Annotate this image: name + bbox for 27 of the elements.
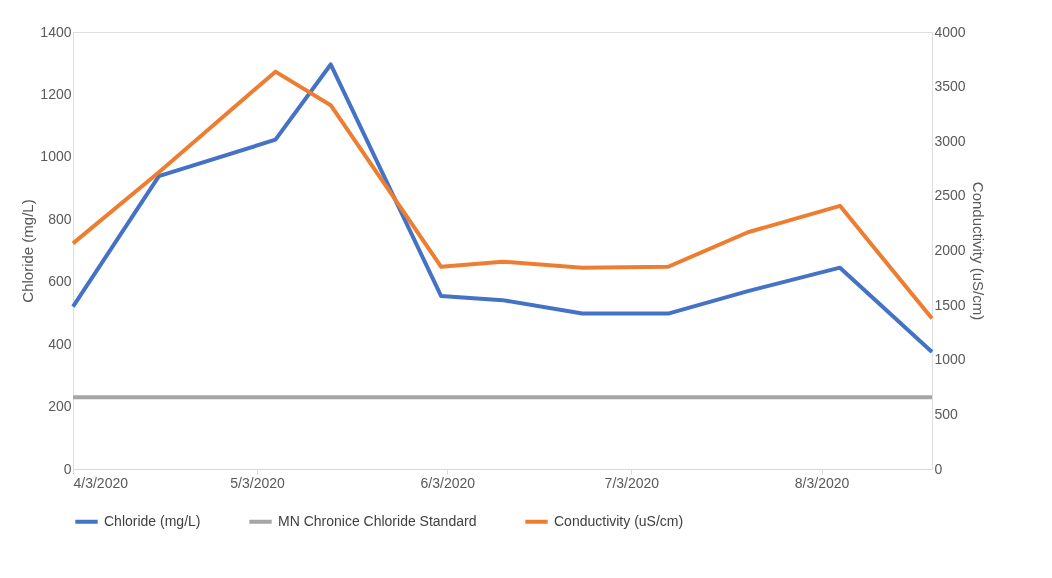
y-tick-label: 600 (48, 273, 72, 290)
y-tick-label: 1000 (40, 148, 72, 165)
y2-tick-label: 3000 (934, 132, 966, 149)
y2-tick-label: 2500 (934, 187, 966, 204)
y2-axis-title: Conductivity (uS/cm) (969, 181, 987, 321)
legend-label: Chloride (mg/L) (104, 512, 201, 529)
y-tick-label: 200 (48, 398, 72, 415)
y2-tick-label: 2000 (934, 242, 966, 258)
y2-tick-label: 1500 (934, 296, 966, 313)
x-tick-label: 7/3/2020 (604, 474, 660, 491)
y2-tick-label: 4000 (934, 23, 966, 40)
x-tick-label: 6/3/2020 (420, 474, 476, 491)
y-tick-label: 800 (48, 210, 72, 227)
y2-tick-label: 500 (934, 405, 959, 422)
y-tick-label: 400 (48, 335, 72, 352)
y2-tick-label: 3500 (934, 78, 966, 95)
y-tick-label: 1400 (40, 23, 72, 40)
y2-tick-label: 1000 (934, 351, 966, 368)
legend-label: Conductivity (uS/cm) (554, 512, 684, 529)
y-axis-title: Chloride (mg/L) (19, 199, 37, 303)
y2-tick-label: 0 (934, 460, 943, 477)
x-tick-label: 5/3/2020 (230, 474, 286, 491)
x-tick-label: 4/3/2020 (73, 474, 129, 491)
y-tick-label: 0 (63, 460, 72, 477)
x-tick-label: 8/3/2020 (794, 474, 850, 491)
legend-label: MN Chronice Chloride Standard (278, 512, 477, 529)
y-tick-label: 1200 (40, 85, 72, 102)
